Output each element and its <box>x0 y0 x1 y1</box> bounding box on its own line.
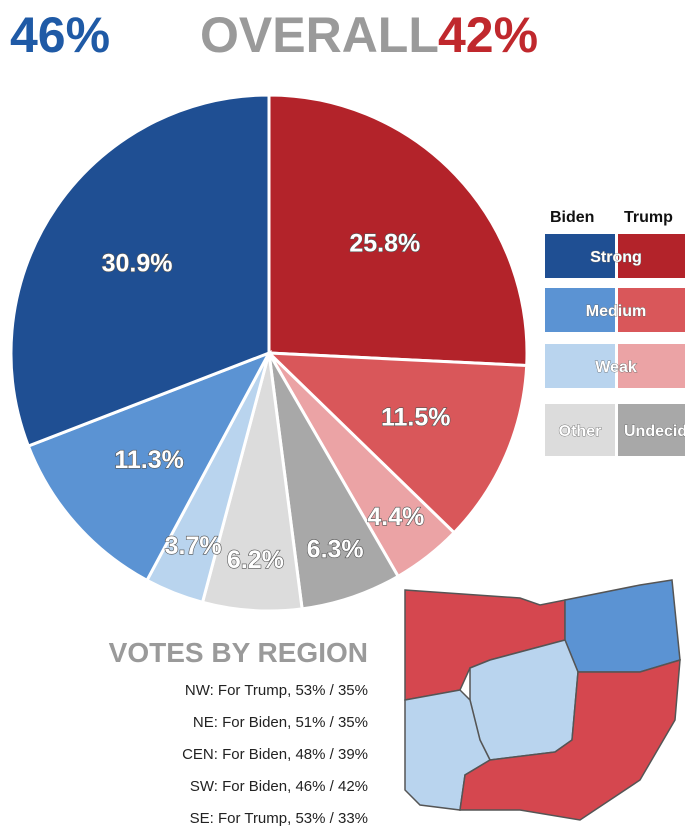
legend-label: Undecided <box>624 423 685 440</box>
infographic: OVERALL Biden Trump Strong Medium Weak O… <box>0 0 685 840</box>
slice-label: 11.5% <box>381 404 451 432</box>
region-line: NW: For Trump, 53% / 35% <box>185 682 368 699</box>
headline-total: 42% <box>438 7 538 63</box>
legend-header: Biden <box>550 209 594 226</box>
chart-title: OVERALL <box>200 7 439 63</box>
region-title: VOTES BY REGION <box>109 637 368 668</box>
slice-label: 6.2% <box>227 546 284 574</box>
region-line: CEN: For Biden, 48% / 39% <box>182 746 368 763</box>
headline-total: 46% <box>10 7 110 63</box>
legend: Biden Trump Strong Medium Weak Other Und… <box>545 209 685 456</box>
slice-label: 6.3% <box>307 536 364 564</box>
legend-label: Weak <box>595 359 637 376</box>
map-ne <box>565 580 680 672</box>
legend-header: Trump <box>624 209 673 226</box>
region-map <box>405 580 680 820</box>
slice-label: 4.4% <box>367 503 424 531</box>
region-line: SE: For Trump, 53% / 33% <box>190 810 368 827</box>
slice-label: 3.7% <box>165 532 222 560</box>
slice-label: 25.8% <box>349 230 420 258</box>
region-line: NE: For Biden, 51% / 35% <box>193 714 368 731</box>
legend-label: Medium <box>586 303 646 320</box>
legend-label: Other <box>559 423 602 440</box>
slice-label: 11.3% <box>114 446 184 474</box>
legend-label: Strong <box>590 249 642 266</box>
region-line: SW: For Biden, 46% / 42% <box>190 778 368 795</box>
slice-label: 30.9% <box>102 250 173 278</box>
pie: 25.8% 11.5% 4.4%6.3% 6.2%3.7% 11.3% 30.9% <box>11 95 527 611</box>
